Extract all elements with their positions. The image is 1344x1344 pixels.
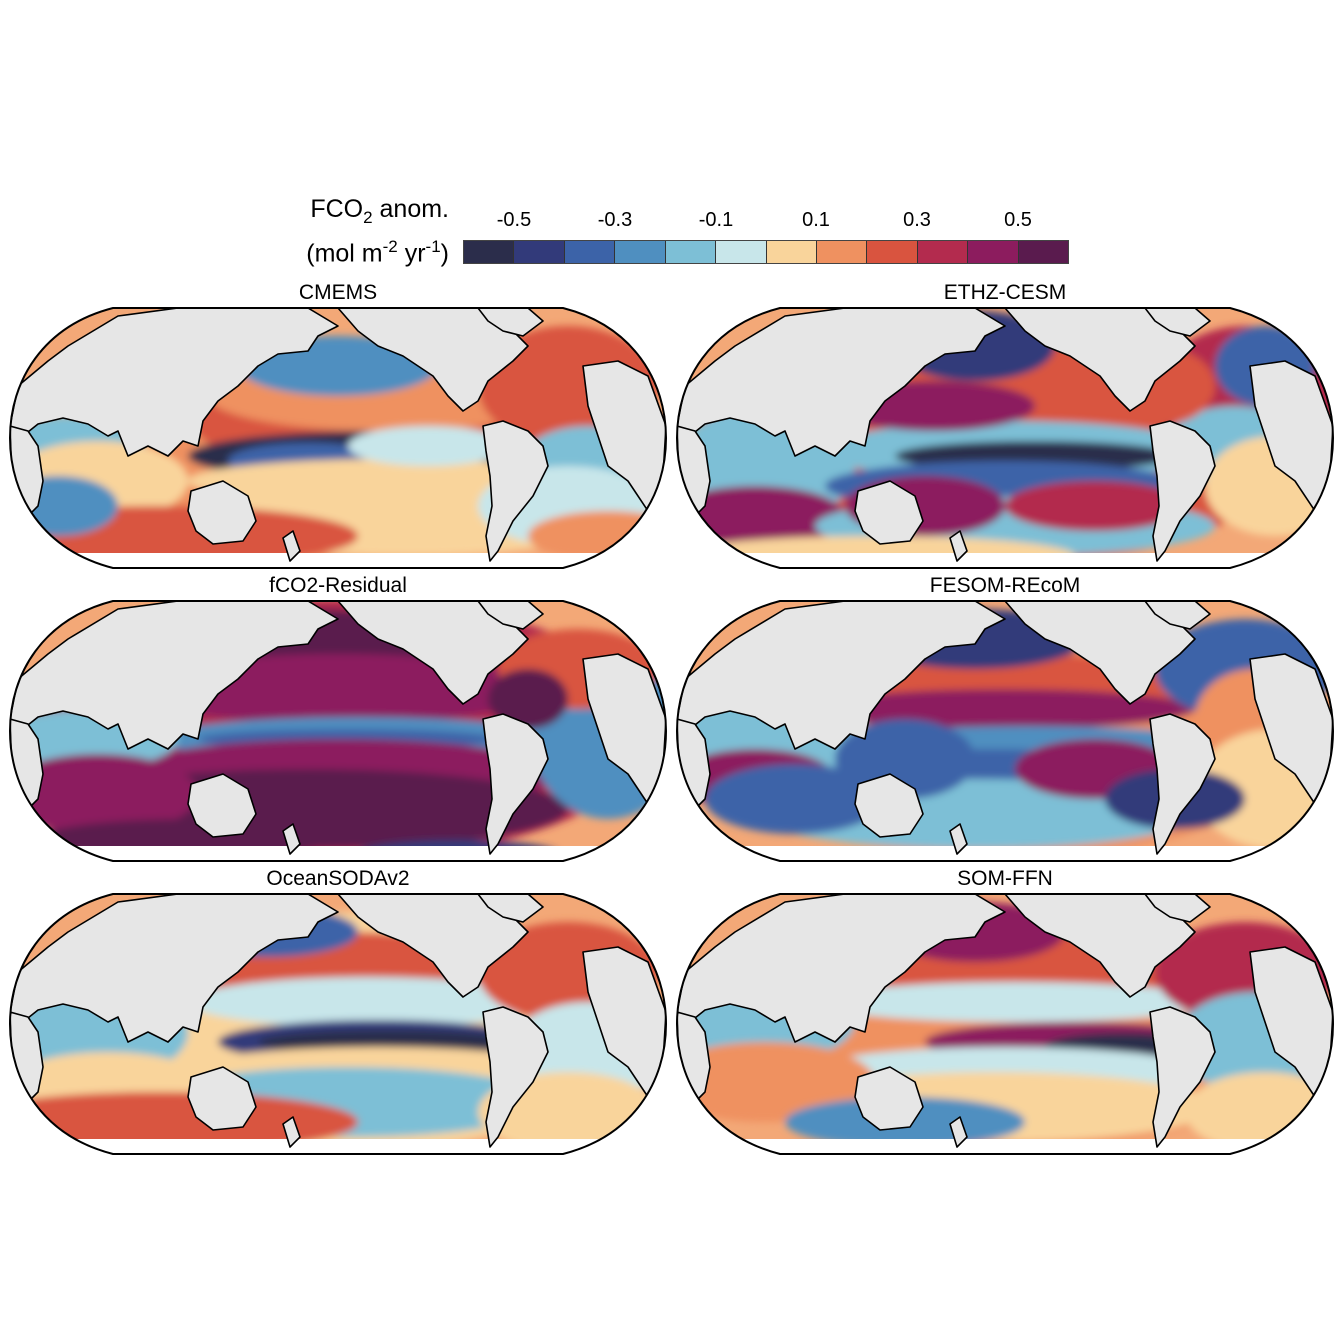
landmass <box>677 601 1006 750</box>
anomaly-region <box>348 426 508 466</box>
map-frame <box>8 307 668 569</box>
landmass <box>854 480 924 545</box>
legend-title: FCO2 anom. <box>310 195 449 227</box>
legend-units: (mol m-2 yr-1) <box>306 237 449 268</box>
landmass <box>10 308 339 457</box>
landmass <box>10 601 339 750</box>
landmass <box>677 894 1006 1043</box>
landmass <box>854 1066 924 1131</box>
panel-title: fCO2-Residual <box>269 574 407 597</box>
landmass <box>187 1066 257 1131</box>
panel-title: ETHZ-CESM <box>943 281 1067 304</box>
panel-title: FESOM-REcoM <box>929 574 1081 597</box>
no-data-strip <box>10 1139 666 1154</box>
map-frame <box>8 893 668 1155</box>
anomaly-region <box>815 689 1195 729</box>
landmass <box>949 530 968 562</box>
landmass <box>949 823 968 855</box>
landmass <box>949 1116 968 1148</box>
map-ethz <box>675 307 1335 569</box>
colorbar-segment-8 <box>867 241 918 263</box>
colorbar-tick-label: -0.5 <box>496 209 532 231</box>
map-frame <box>8 600 668 862</box>
no-data-strip <box>677 846 1333 861</box>
colorbar-segment-10 <box>968 241 1019 263</box>
colorbar-segment-5 <box>716 241 767 263</box>
anomaly-region <box>10 754 198 834</box>
panel-title: SOM-FFN <box>957 867 1053 890</box>
anomaly-region <box>705 764 885 834</box>
landmass <box>282 823 301 855</box>
colorbar-tick-label: 0.5 <box>1004 209 1032 231</box>
landmass <box>282 1116 301 1148</box>
landmass <box>477 308 544 337</box>
landmass <box>1149 420 1216 562</box>
landmass <box>477 601 544 630</box>
landmass <box>677 308 1006 457</box>
no-data-strip <box>677 553 1333 568</box>
landmass <box>10 894 339 1043</box>
anomaly-region <box>1005 481 1185 531</box>
map-frame <box>675 307 1335 569</box>
colorbar-tick-label: -0.1 <box>698 209 734 231</box>
landmass <box>187 480 257 545</box>
landmass <box>187 773 257 838</box>
colorbar-segment-1 <box>514 241 565 263</box>
landmass <box>482 1006 549 1148</box>
landmass <box>1149 713 1216 855</box>
map-frame <box>675 893 1335 1155</box>
no-data-strip <box>677 1139 1333 1154</box>
map-frame <box>675 600 1335 862</box>
map-fesom <box>675 600 1335 862</box>
landmass <box>1144 894 1211 923</box>
landmass <box>854 773 924 838</box>
anomaly-region <box>835 719 975 799</box>
colorbar <box>463 240 1069 264</box>
map-residual <box>8 600 668 862</box>
no-data-strip <box>10 553 666 568</box>
landmass <box>477 894 544 923</box>
colorbar-segment-11 <box>1018 241 1069 263</box>
colorbar-tick-label: 0.1 <box>802 209 830 231</box>
no-data-strip <box>10 846 666 861</box>
colorbar-segment-9 <box>917 241 969 263</box>
colorbar-tick-label: 0.3 <box>903 209 931 231</box>
landmass <box>1144 601 1211 630</box>
map-soda <box>8 893 668 1155</box>
anomaly-region <box>815 982 1215 1022</box>
landmass <box>1149 1006 1216 1148</box>
colorbar-segment-3 <box>615 241 666 263</box>
landmass <box>482 713 549 855</box>
colorbar-segment-0 <box>464 241 515 263</box>
landmass <box>1144 308 1211 337</box>
colorbar-segment-6 <box>766 241 817 263</box>
colorbar-segment-4 <box>665 241 717 263</box>
panel-title: CMEMS <box>298 281 378 304</box>
anomaly-region <box>488 669 568 729</box>
colorbar-segment-7 <box>816 241 868 263</box>
panel-title: OceanSODAv2 <box>266 867 410 890</box>
landmass <box>282 530 301 562</box>
map-cmems <box>8 307 668 569</box>
colorbar-tick-label: -0.3 <box>597 209 633 231</box>
map-somffn <box>675 893 1335 1155</box>
landmass <box>482 420 549 562</box>
colorbar-segment-2 <box>564 241 616 263</box>
